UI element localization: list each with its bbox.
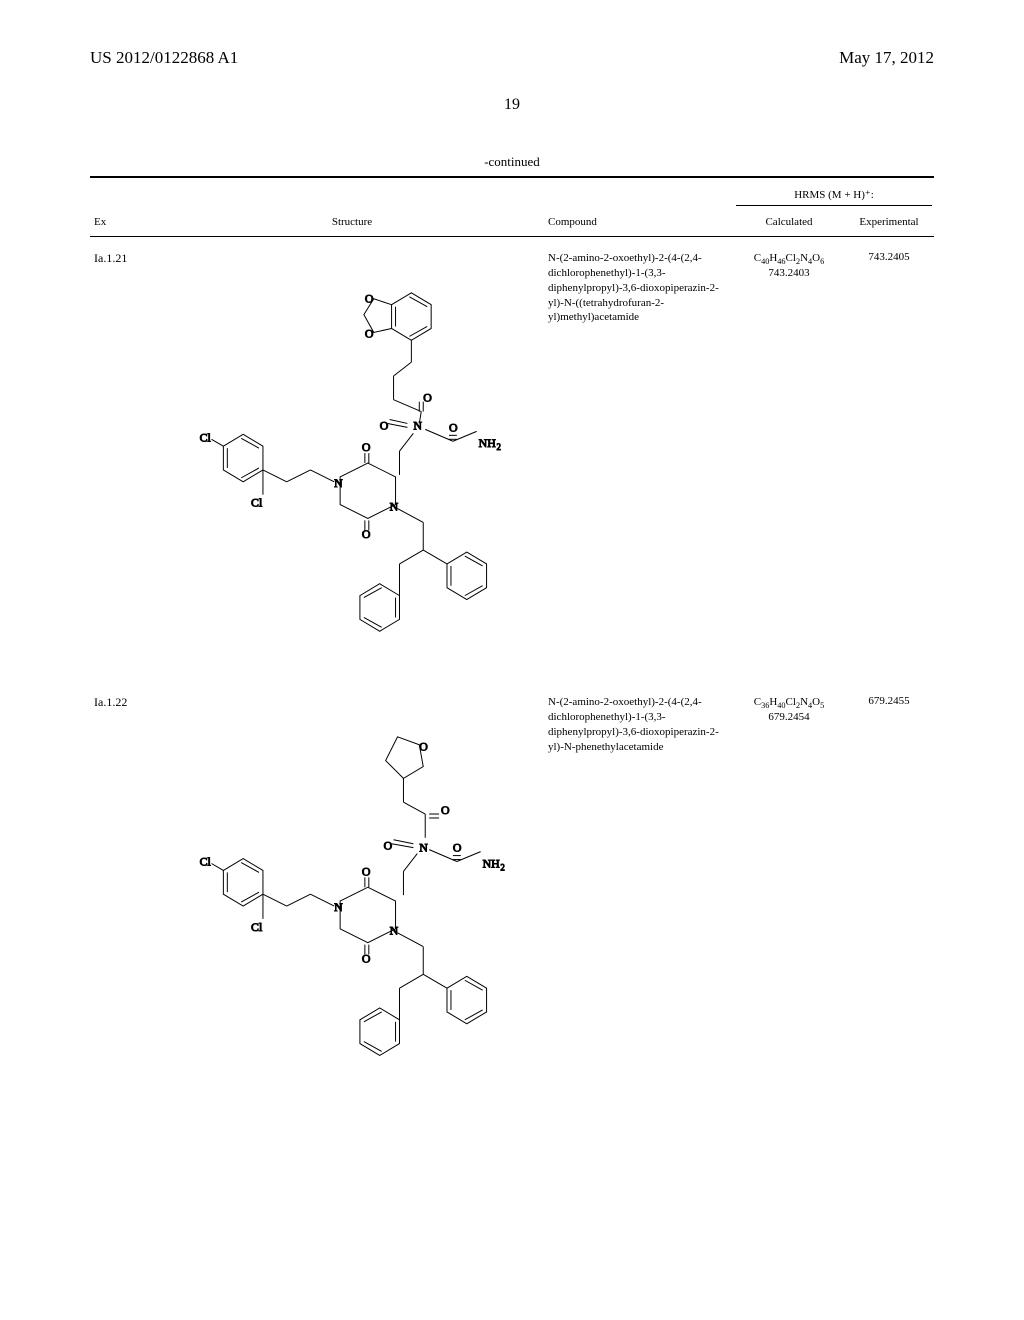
cell-compound: N-(2-amino-2-oxoethyl)-2-(4-(2,4-dichlor… (544, 251, 734, 681)
svg-text:O: O (380, 418, 389, 432)
cell-experimental: 743.2405 (844, 251, 934, 681)
cell-structure: O O O N (160, 251, 544, 681)
col-compound: Compound (544, 210, 734, 236)
cell-ex: Ia.1.22 (90, 695, 160, 1125)
svg-text:N: N (419, 841, 428, 855)
cell-compound: N-(2-amino-2-oxoethyl)-2-(4-(2,4-dichlor… (544, 695, 734, 1125)
formula: C36H40Cl2N4O5 (754, 696, 824, 708)
table-header-row: Ex Structure Compound Calculated Experim… (90, 210, 934, 236)
table-row: Ia.1.21 O O (90, 237, 934, 681)
svg-text:O: O (441, 803, 450, 817)
svg-text:N: N (413, 418, 422, 432)
structure-diagram: O O O N (164, 251, 540, 681)
compound-table: -continued HRMS (M + H)⁺: Ex Structure C… (90, 154, 934, 1125)
col-structure: Structure (160, 210, 544, 236)
cell-calculated: C36H40Cl2N4O5 679.2454 (734, 695, 844, 1125)
cell-ex: Ia.1.21 (90, 251, 160, 681)
svg-text:N: N (390, 500, 399, 514)
structure-diagram: O O N O NH2 (164, 695, 540, 1125)
col-ex: Ex (90, 210, 160, 236)
svg-text:N: N (334, 900, 343, 914)
calc-mass: 679.2454 (768, 711, 809, 723)
hrms-group-label: HRMS (M + H)⁺: (736, 178, 932, 206)
svg-text:O: O (362, 440, 371, 454)
calc-mass: 743.2403 (768, 267, 809, 279)
svg-text:O: O (423, 391, 432, 405)
svg-text:Cl: Cl (251, 496, 263, 510)
svg-text:Cl: Cl (251, 920, 263, 934)
svg-text:O: O (362, 864, 371, 878)
col-calculated: Calculated (734, 210, 844, 236)
cell-structure: O O N O NH2 (160, 695, 544, 1125)
svg-text:N: N (334, 476, 343, 490)
page-number: 19 (0, 96, 1024, 114)
svg-text:O: O (453, 841, 462, 855)
svg-text:O: O (419, 740, 428, 754)
svg-text:O: O (362, 951, 371, 965)
table-header: HRMS (M + H)⁺: (90, 178, 934, 210)
svg-text:O: O (449, 420, 458, 434)
col-experimental: Experimental (844, 210, 934, 236)
publication-number: US 2012/0122868 A1 (90, 48, 238, 68)
svg-text:2: 2 (496, 442, 500, 452)
continued-label: -continued (90, 154, 934, 176)
svg-text:O: O (365, 326, 374, 340)
svg-text:Cl: Cl (200, 430, 212, 444)
cell-calculated: C40H46Cl2N4O6 743.2403 (734, 251, 844, 681)
svg-text:NH: NH (483, 856, 501, 870)
table-row: Ia.1.22 O O N (90, 681, 934, 1125)
svg-text:2: 2 (500, 862, 504, 872)
svg-text:O: O (365, 292, 374, 306)
svg-text:NH: NH (479, 436, 497, 450)
svg-text:Cl: Cl (200, 854, 212, 868)
svg-text:N: N (390, 924, 399, 938)
formula: C40H46Cl2N4O6 (754, 252, 824, 264)
publication-date: May 17, 2012 (839, 48, 934, 68)
cell-experimental: 679.2455 (844, 695, 934, 1125)
svg-text:O: O (384, 839, 393, 853)
svg-text:O: O (362, 527, 371, 541)
page-header: US 2012/0122868 A1 May 17, 2012 (0, 0, 1024, 68)
